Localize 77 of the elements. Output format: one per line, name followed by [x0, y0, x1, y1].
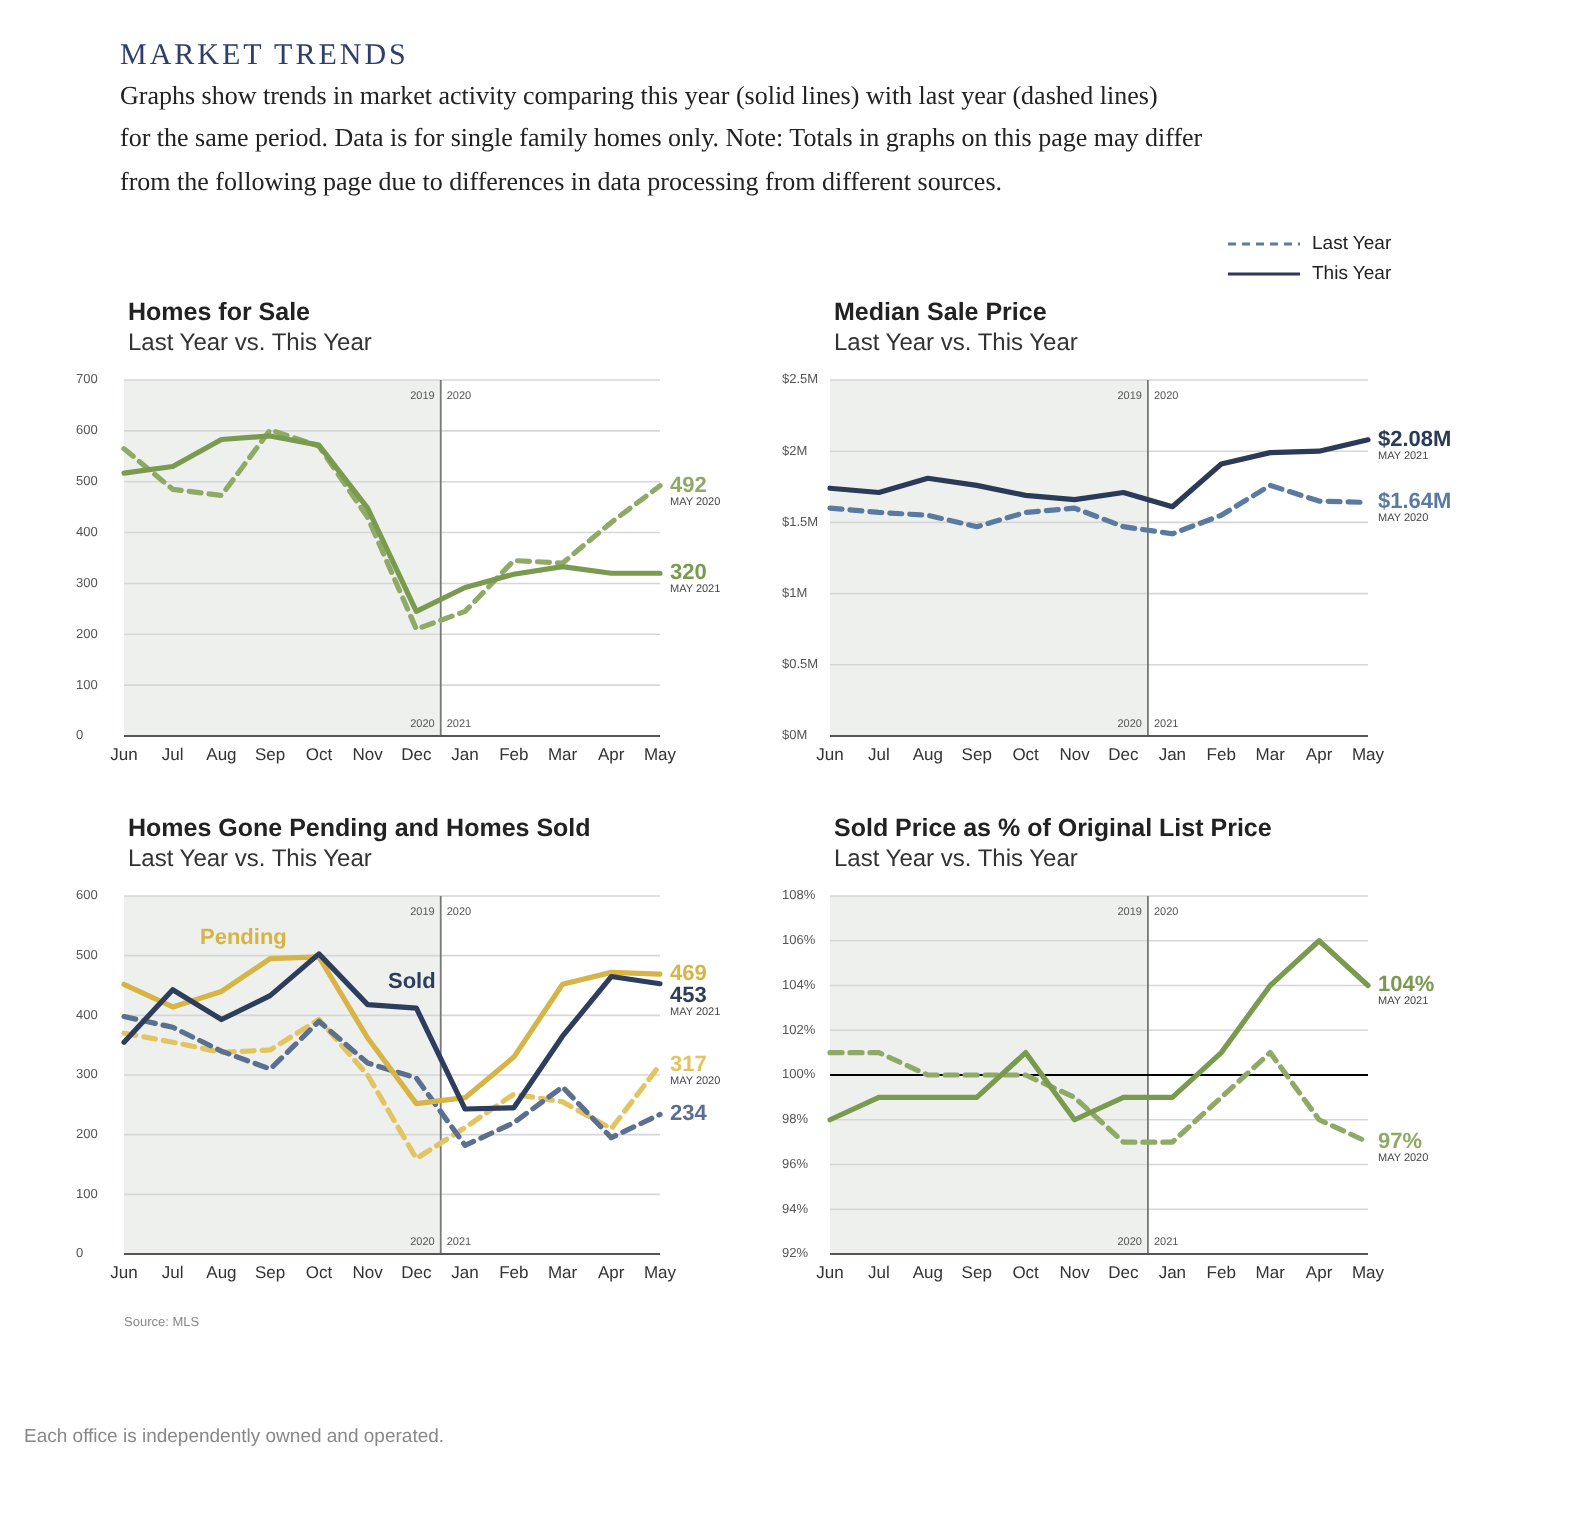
data-label: 104%: [1378, 973, 1435, 998]
x-tick-label: Mar: [547, 1262, 578, 1282]
x-tick-label: Oct: [305, 744, 334, 764]
series-label: Pending: [200, 926, 287, 950]
x-tick-label: Jul: [161, 1262, 184, 1282]
x-tick-label: Sep: [961, 744, 993, 764]
chart-title: Sold Price as % of Original List Price: [834, 814, 1272, 842]
x-tick-label: Nov: [1059, 1262, 1092, 1282]
legend-label: Last Year: [1312, 233, 1392, 256]
x-tick-label: Mar: [1255, 744, 1286, 764]
x-tick-label: Oct: [1012, 1262, 1041, 1282]
text: Graphs show trends in market activity comparing this year (solid lines) with last year (dashed lines): [120, 80, 1158, 110]
line-series: [827, 938, 1371, 1123]
x-tick-label: Sep: [255, 744, 286, 764]
x-tick-label: Feb: [1206, 744, 1237, 764]
x-tick-label: May: [1351, 744, 1386, 764]
x-tick-label: Jul: [868, 1262, 890, 1282]
data-label: $1.64M: [1378, 490, 1452, 515]
chart-title: Homes for Sale: [128, 298, 311, 326]
x-tick-label: Aug: [912, 1262, 944, 1282]
x-tick-label: Feb: [499, 1262, 529, 1282]
x-tick-label: Jun: [816, 1262, 845, 1282]
x-tick-label: Jan: [451, 1262, 480, 1282]
data-label: 320: [670, 561, 707, 586]
x-tick-label: Jul: [868, 744, 890, 764]
chart-subtitle: Last Year vs. This Year: [128, 844, 372, 872]
x-tick-label: Feb: [1206, 1262, 1237, 1282]
x-tick-label: Jan: [1158, 1262, 1187, 1282]
x-tick-label: Jun: [110, 1262, 139, 1282]
text: Each office is independently owned and operated.: [24, 1426, 445, 1448]
x-tick-label: May: [643, 744, 678, 764]
text: from the following page due to differences in data processing from different sources.: [120, 166, 1003, 196]
x-tick-label: Nov: [1059, 744, 1092, 764]
x-tick-label: Apr: [598, 744, 625, 764]
x-tick-label: Aug: [912, 744, 944, 764]
x-tick-label: Nov: [352, 1262, 385, 1282]
x-tick-label: Jan: [451, 744, 480, 764]
x-tick-label: Feb: [499, 744, 529, 764]
data-label: 469: [670, 961, 707, 986]
legend-label: This Year: [1312, 263, 1392, 286]
x-tick-label: May: [643, 1262, 678, 1282]
series-label: Sold: [388, 970, 436, 994]
line-series: [827, 437, 1371, 510]
x-tick-label: Dec: [401, 1262, 433, 1282]
text: for the same period. Data is for single family homes only. Note: Totals in graphs on this page may differ: [120, 122, 1204, 152]
x-tick-label: Nov: [352, 744, 385, 764]
x-tick-label: Oct: [1012, 744, 1041, 764]
data-label: 97%: [1378, 1129, 1423, 1154]
data-label: $2.08M: [1378, 427, 1452, 452]
x-tick-label: Jun: [110, 744, 139, 764]
x-tick-label: Aug: [206, 744, 238, 764]
x-tick-label: Apr: [1305, 744, 1333, 764]
data-label: 234: [670, 1102, 709, 1127]
chart-title: Median Sale Price: [834, 298, 1047, 326]
x-tick-label: Jan: [1158, 744, 1187, 764]
data-label: 453: [670, 983, 707, 1008]
x-tick-label: Oct: [305, 1262, 334, 1282]
chart-subtitle: Last Year vs. This Year: [834, 328, 1078, 356]
x-tick-label: Dec: [1108, 744, 1141, 764]
chart-subtitle: Last Year vs. This Year: [128, 328, 372, 356]
x-tick-label: Sep: [255, 1262, 286, 1282]
text: MARKET TRENDS: [120, 40, 409, 72]
x-tick-label: Apr: [1305, 1262, 1333, 1282]
data-label: 492: [670, 473, 707, 498]
x-tick-label: Mar: [547, 744, 578, 764]
data-label: 317: [670, 1052, 707, 1077]
x-tick-label: Mar: [1255, 1262, 1286, 1282]
x-tick-label: May: [1351, 1262, 1386, 1282]
x-tick-label: Apr: [598, 1262, 625, 1282]
x-tick-label: Dec: [401, 744, 433, 764]
x-tick-label: Sep: [961, 1262, 993, 1282]
x-tick-label: Aug: [206, 1262, 238, 1282]
chart-title: Homes Gone Pending and Homes Sold: [128, 814, 591, 842]
x-tick-label: Jun: [816, 744, 845, 764]
x-tick-label: Jul: [161, 744, 184, 764]
chart-subtitle: Last Year vs. This Year: [834, 844, 1078, 872]
x-tick-label: Dec: [1108, 1262, 1141, 1282]
